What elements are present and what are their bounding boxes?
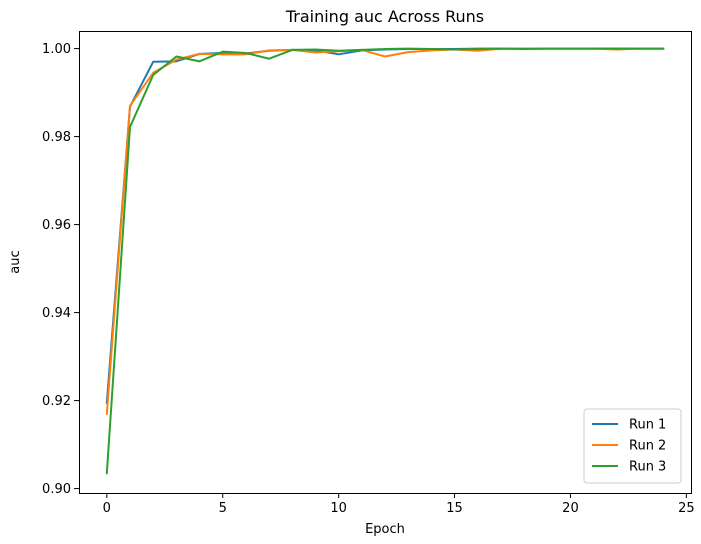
plot-frame: [79, 31, 692, 494]
y-tick-label: 0.96: [42, 218, 71, 233]
legend-label: Run 1: [629, 418, 666, 433]
y-tick-label: 0.92: [42, 394, 71, 409]
legend-label: Run 2: [629, 439, 666, 454]
x-tick-label: 15: [446, 501, 463, 516]
y-tick-label: 0.94: [42, 306, 71, 321]
x-axis-ticks: 0 5 10 15 20 25: [103, 493, 695, 516]
y-axis-ticks: 0.90 0.92 0.94 0.96 0.98 1.00: [42, 42, 79, 497]
x-tick-label: 20: [562, 501, 579, 516]
legend-label: Run 3: [629, 460, 666, 475]
legend-box: [583, 408, 682, 484]
x-tick-label: 10: [330, 501, 347, 516]
series-line-run-3: [105, 47, 665, 475]
x-tick-label: 5: [219, 501, 227, 516]
x-tick-label: 0: [103, 501, 111, 516]
y-tick-label: 0.90: [42, 482, 71, 497]
x-tick-label: 25: [678, 501, 695, 516]
legend: Run 1 Run 2 Run 3: [583, 408, 682, 484]
y-tick-label: 1.00: [42, 42, 71, 57]
y-axis-label: auc: [8, 250, 23, 273]
chart-title: Training auc Across Runs: [285, 7, 484, 26]
y-tick-label: 0.98: [42, 130, 71, 145]
x-axis-label: Epoch: [365, 522, 405, 537]
series-lines: [105, 47, 665, 475]
